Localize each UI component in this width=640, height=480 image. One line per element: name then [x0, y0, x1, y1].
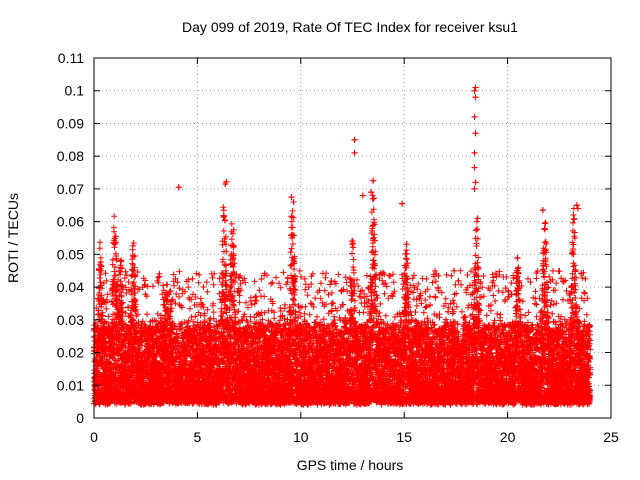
roti-outlier-point: [471, 87, 478, 94]
roti-outlier-point: [471, 185, 478, 192]
y-tick-label: 0.08: [57, 148, 84, 164]
x-tick-label: 20: [500, 429, 516, 445]
y-tick-label: 0.02: [57, 345, 84, 361]
roti-outlier-point: [175, 184, 182, 191]
roti-outlier-point: [573, 202, 580, 209]
x-tick-label: 0: [90, 429, 98, 445]
y-tick-label: 0.11: [58, 50, 84, 66]
roti-outlier-point: [474, 215, 481, 222]
plot-frame: [93, 57, 612, 419]
x-axis-label: GPS time / hours: [297, 457, 404, 473]
roti-outlier-point: [290, 199, 297, 205]
x-tick-label: 5: [194, 429, 202, 445]
roti-outlier-point: [472, 84, 479, 91]
y-tick-label: 0.03: [57, 312, 84, 328]
roti-outlier-point: [574, 205, 581, 212]
y-tick-label: 0.06: [57, 214, 84, 230]
roti-outlier-point: [399, 200, 406, 207]
y-tick-label: 0.07: [57, 181, 84, 197]
roti-outlier-point: [351, 136, 358, 143]
roti-outlier-point: [472, 94, 479, 101]
y-axis-label: ROTI / TECUs: [5, 193, 21, 283]
roti-outlier-point: [222, 181, 229, 187]
y-tick-label: 0.04: [57, 279, 84, 295]
roti-outlier-point: [471, 164, 478, 171]
y-tick-label: 0.09: [57, 115, 84, 131]
axis-ticks: [93, 57, 612, 419]
y-tick-label: 0.1: [65, 83, 85, 99]
roti-outlier-point: [359, 192, 366, 199]
tick-labels: 0 0.01 0.02 0.03 0.04 0.05 0.06 0.07 0.08 0.09 0.1…: [57, 50, 619, 445]
y-tick-label: 0.01: [57, 377, 84, 393]
roti-outlier-point: [472, 179, 479, 186]
roti-outlier-point: [471, 113, 478, 120]
roti-outlier-point: [370, 177, 377, 184]
roti-outlier-point: [351, 149, 358, 156]
x-tick-label: 10: [293, 429, 309, 445]
y-tick-label: 0.05: [57, 246, 84, 262]
roti-outlier-point: [472, 130, 479, 137]
chart-title: Day 099 of 2019, Rate Of TEC Index for r…: [182, 19, 518, 35]
x-tick-label: 15: [396, 429, 412, 445]
x-tick-label: 25: [603, 429, 619, 445]
roti-outlier-point: [539, 207, 546, 214]
roti-outlier-point: [471, 149, 478, 156]
roti-outlier-point: [288, 194, 295, 201]
y-tick-label: 0: [76, 410, 84, 426]
roti-outlier-point: [368, 189, 375, 196]
